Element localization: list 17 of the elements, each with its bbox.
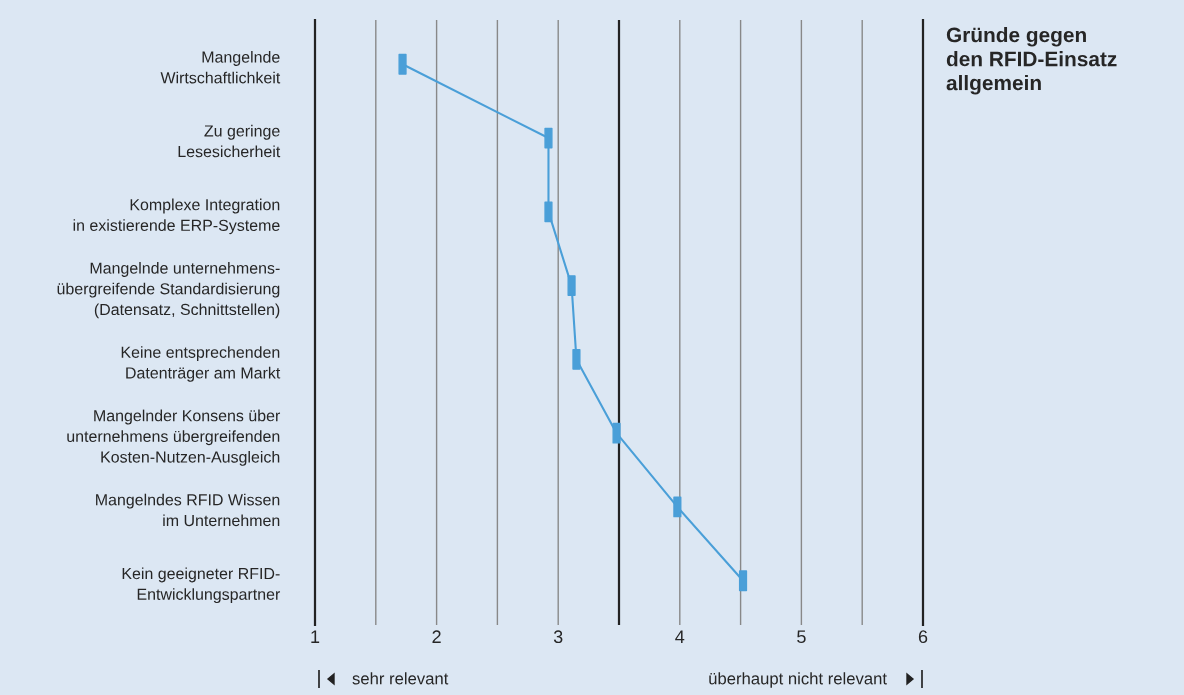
y-tick-label: Mangelnder Konsens über unternehmens übergreifenden Kosten-Nutzen-Ausgleich <box>67 409 281 466</box>
y-tick-label: Mangelnde Wirtschaftlichkeit <box>160 51 281 84</box>
x-tick-label: 5 <box>797 630 806 644</box>
x-tick-label: 4 <box>675 630 685 643</box>
y-tick-label: Keine entsprechenden Datenträger am Markt <box>121 346 281 382</box>
x-tick-label: 2 <box>432 630 441 643</box>
y-tick-label: Mangelndes RFID Wissen im Unternehmen <box>96 493 280 527</box>
y-tick-label: Mangelnde unternehmens- übergreifende Standardisierung (Datensatz, Schnittstellen) <box>57 262 280 319</box>
text: sehr relevant <box>352 672 449 685</box>
text: überhaupt nicht relevant <box>709 672 887 688</box>
x-tick-label: 6 <box>918 630 928 644</box>
y-tick-label: Zu geringe Lesesicherheit <box>178 124 281 158</box>
y-tick-label: Kein geeigneter RFID- Entwicklungspartner <box>122 567 281 604</box>
text: Gründe gegen den RFID-Einsatz allgemein <box>946 27 1117 95</box>
x-tick-label: 3 <box>553 630 563 644</box>
x-tick-label: 1 <box>311 630 320 643</box>
y-tick-label: Komplexe Integration in existierende ERP-Systeme <box>73 198 280 235</box>
